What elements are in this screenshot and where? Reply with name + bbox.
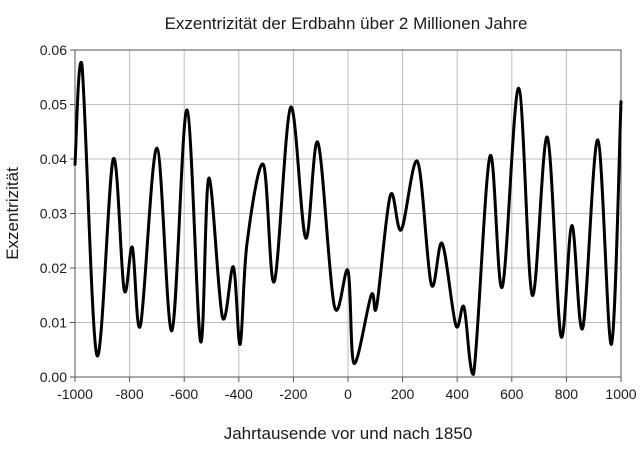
y-tick-label: 0.02 — [40, 260, 67, 276]
x-tick-label: 0 — [344, 386, 352, 402]
x-tick-label: 1000 — [605, 386, 636, 402]
y-tick-label: 0.00 — [40, 369, 67, 385]
eccentricity-series-line — [73, 60, 623, 376]
x-tick-label: -800 — [116, 386, 144, 402]
x-tick-label: -400 — [225, 386, 253, 402]
y-tick-label: 0.01 — [40, 315, 67, 331]
y-tick-labels: 0.00 0.01 0.02 0.03 0.04 0.05 0.06 — [40, 42, 67, 385]
y-tick-label: 0.03 — [40, 206, 67, 222]
x-axis-label: Jahrtausende vor und nach 1850 — [224, 424, 473, 443]
x-tick-label: 200 — [391, 386, 415, 402]
y-tick-label: 0.06 — [40, 42, 67, 58]
x-tick-label: 400 — [446, 386, 470, 402]
x-tick-label: 800 — [555, 386, 579, 402]
y-tick-label: 0.05 — [40, 97, 67, 113]
y-tick-label: 0.04 — [40, 151, 67, 167]
x-tick-labels: -1000 -800 -600 -400 -200 0 200 400 600 800 1000 — [57, 386, 637, 402]
x-tick-label: -600 — [170, 386, 198, 402]
x-tick-label: -200 — [279, 386, 307, 402]
x-tick-label: -1000 — [57, 386, 93, 402]
y-axis-label: Exzentrizität — [3, 167, 22, 260]
chart-title: Exzentrizität der Erdbahn über 2 Million… — [165, 14, 528, 33]
axis-ticks — [70, 49, 622, 382]
x-tick-label: 600 — [500, 386, 524, 402]
